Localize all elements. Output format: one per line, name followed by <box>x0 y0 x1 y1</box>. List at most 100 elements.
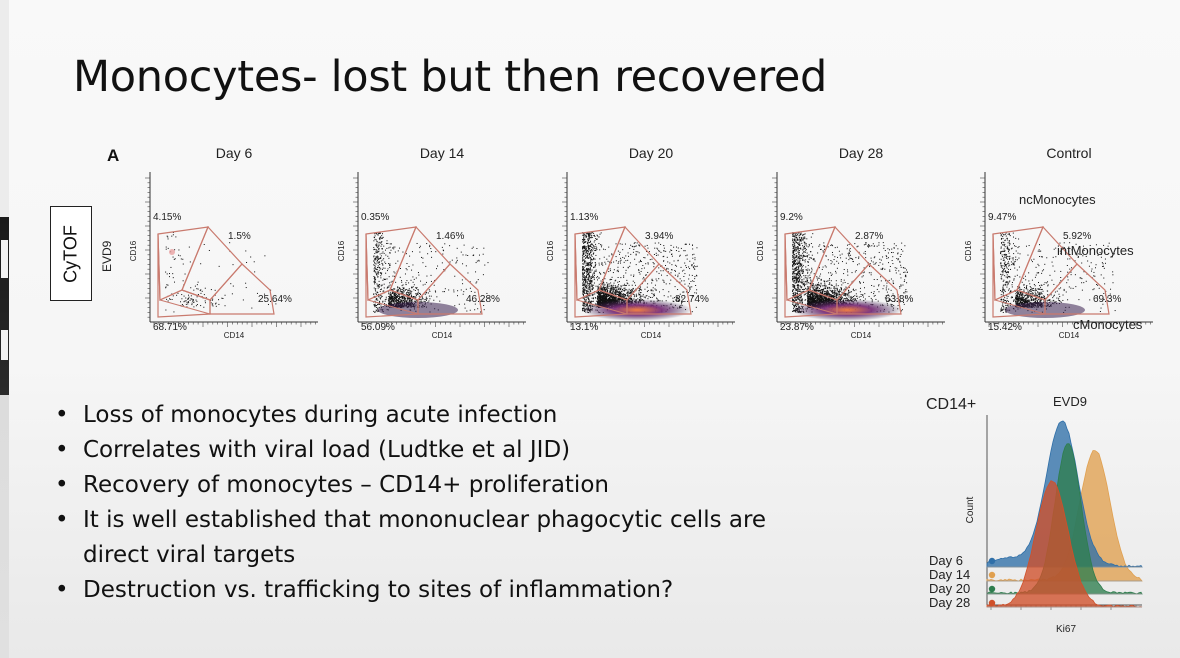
event-dot <box>622 298 624 300</box>
event-dot <box>604 296 606 298</box>
event-dot <box>610 262 612 264</box>
event-dot <box>582 293 584 295</box>
event-dot <box>644 257 646 259</box>
event-dot <box>409 300 411 302</box>
event-dot <box>583 302 585 304</box>
event-dot <box>635 293 637 295</box>
event-dot <box>599 301 601 303</box>
event-dot <box>600 286 602 288</box>
event-dot <box>645 274 647 276</box>
event-dot <box>613 296 615 298</box>
event-dot <box>604 290 606 292</box>
event-dot <box>610 282 612 284</box>
event-dot <box>587 250 589 252</box>
event-dot <box>836 287 838 289</box>
event-dot <box>835 280 837 282</box>
event-dot <box>404 301 406 303</box>
event-dot <box>383 290 385 292</box>
event-dot <box>691 264 693 266</box>
event-dot <box>794 304 796 306</box>
event-dot <box>421 296 423 298</box>
event-dot <box>190 295 192 297</box>
event-dot <box>430 280 432 282</box>
event-dot <box>683 291 685 293</box>
event-dot <box>855 293 857 295</box>
event-dot <box>374 305 376 307</box>
event-dot <box>624 294 626 296</box>
event-dot <box>399 267 401 269</box>
event-dot <box>377 284 379 286</box>
event-dot <box>428 295 430 297</box>
event-dot <box>584 279 586 281</box>
event-dot <box>589 300 591 302</box>
event-dot <box>400 300 402 302</box>
event-dot <box>620 285 622 287</box>
event-dot <box>622 284 624 286</box>
event-dot <box>376 285 378 287</box>
event-dot <box>388 293 390 295</box>
event-dot <box>195 305 197 307</box>
event-dot <box>390 298 392 300</box>
event-dot <box>881 269 883 271</box>
event-dot <box>166 298 168 300</box>
event-dot <box>693 253 695 255</box>
event-dot <box>583 238 585 240</box>
event-dot <box>792 239 794 241</box>
event-dot <box>797 279 799 281</box>
event-dot <box>589 268 591 270</box>
event-dot <box>614 291 616 293</box>
event-dot <box>663 260 665 262</box>
event-dot <box>618 293 620 295</box>
event-dot <box>609 291 611 293</box>
event-dot <box>797 233 799 235</box>
event-dot <box>640 259 642 261</box>
event-dot <box>597 290 599 292</box>
event-dot <box>642 265 644 267</box>
event-dot <box>584 257 586 259</box>
event-dot <box>617 285 619 287</box>
event-dot <box>619 295 621 297</box>
event-dot <box>388 286 390 288</box>
event-dot <box>652 280 654 282</box>
event-dot <box>394 275 396 277</box>
event-dot <box>611 295 613 297</box>
event-dot <box>605 289 607 291</box>
event-dot <box>632 246 634 248</box>
event-dot <box>848 255 850 257</box>
event-dot <box>585 281 587 283</box>
event-dot <box>587 274 589 276</box>
event-dot <box>620 295 622 297</box>
event-dot <box>378 251 380 253</box>
event-dot <box>483 247 485 249</box>
event-dot <box>402 289 404 291</box>
event-dot <box>822 266 824 268</box>
event-dot <box>582 274 584 276</box>
event-dot <box>382 263 384 265</box>
event-dot <box>218 303 220 305</box>
event-dot <box>231 293 233 295</box>
event-dot <box>484 264 486 266</box>
event-dot <box>380 304 382 306</box>
event-dot <box>589 233 591 235</box>
event-dot <box>586 271 588 273</box>
event-dot <box>394 294 396 296</box>
event-dot <box>582 287 584 289</box>
event-dot <box>172 256 174 258</box>
event-dot <box>587 268 589 270</box>
event-dot <box>643 276 645 278</box>
event-dot <box>479 311 481 313</box>
event-dot <box>597 292 599 294</box>
event-dot <box>582 266 584 268</box>
event-dot <box>630 289 632 291</box>
event-dot <box>638 245 640 247</box>
event-dot <box>403 287 405 289</box>
event-dot <box>381 288 383 290</box>
event-dot <box>611 276 613 278</box>
event-dot <box>599 294 601 296</box>
event-dot <box>466 310 468 312</box>
event-dot <box>630 295 632 297</box>
event-dot <box>472 255 474 257</box>
event-dot <box>653 293 655 295</box>
event-dot <box>396 302 398 304</box>
event-dot <box>391 297 393 299</box>
